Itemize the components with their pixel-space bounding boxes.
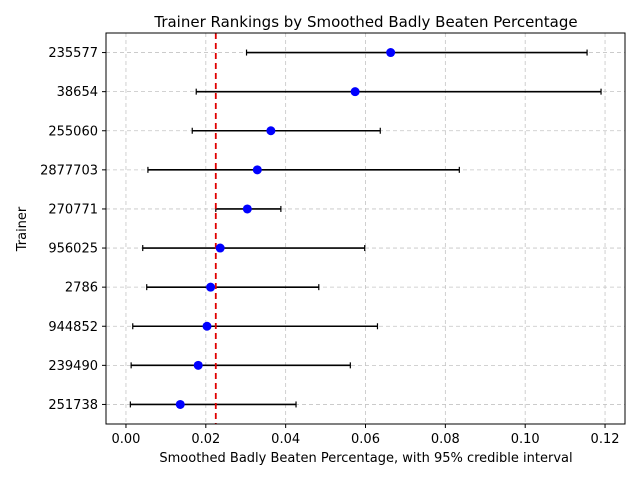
- y-tick-label: 270771: [48, 202, 98, 217]
- data-point: [386, 48, 396, 58]
- data-point: [175, 399, 185, 409]
- y-tick-label: 255060: [48, 124, 98, 139]
- x-tick-label: 0.10: [511, 432, 540, 447]
- error-bar: [132, 323, 379, 330]
- y-tick-label: 956025: [48, 242, 98, 257]
- y-tick-label: 235577: [48, 46, 98, 61]
- y-tick-label: 2877703: [40, 163, 98, 178]
- y-tick-label: 38654: [57, 85, 98, 100]
- data-point: [350, 87, 360, 97]
- y-tick-label: 251738: [48, 398, 98, 413]
- y-axis-title: Trainer: [15, 206, 30, 252]
- error-bar: [147, 166, 460, 173]
- y-tick-label: 944852: [48, 320, 98, 335]
- x-tick-label: 0.08: [431, 432, 460, 447]
- error-bar: [142, 245, 366, 252]
- error-bar: [191, 127, 381, 134]
- x-tick-label: 0.06: [351, 432, 380, 447]
- chart-title: Trainer Rankings by Smoothed Badly Beate…: [153, 13, 577, 31]
- x-tick-label: 0.00: [111, 432, 140, 447]
- error-bar: [130, 362, 351, 369]
- x-tick-label: 0.04: [271, 432, 300, 447]
- x-axis-ticks: 0.00 0.02 0.04 0.06 0.08 0.10 0.12: [111, 424, 620, 447]
- data-point: [193, 360, 203, 370]
- data-point: [215, 243, 225, 253]
- error-bar: [146, 284, 320, 291]
- data-point: [252, 165, 262, 175]
- x-tick-label: 0.12: [591, 432, 620, 447]
- data-point: [242, 204, 252, 214]
- data-point: [266, 126, 276, 136]
- data-point: [202, 321, 212, 331]
- y-tick-label: 2786: [65, 281, 98, 296]
- y-axis-ticks: 235577 38654 255060 2877703 270771 956025 2786…: [40, 46, 106, 413]
- data-point: [206, 282, 216, 292]
- error-bars: [129, 49, 602, 408]
- x-axis-title: Smoothed Badly Beaten Percentage, with 9…: [159, 451, 572, 466]
- error-bar: [129, 401, 297, 408]
- error-bar: [245, 49, 588, 56]
- error-bar: [195, 88, 602, 95]
- x-tick-label: 0.02: [191, 432, 220, 447]
- data-points: [175, 48, 396, 409]
- y-tick-label: 239490: [48, 359, 98, 374]
